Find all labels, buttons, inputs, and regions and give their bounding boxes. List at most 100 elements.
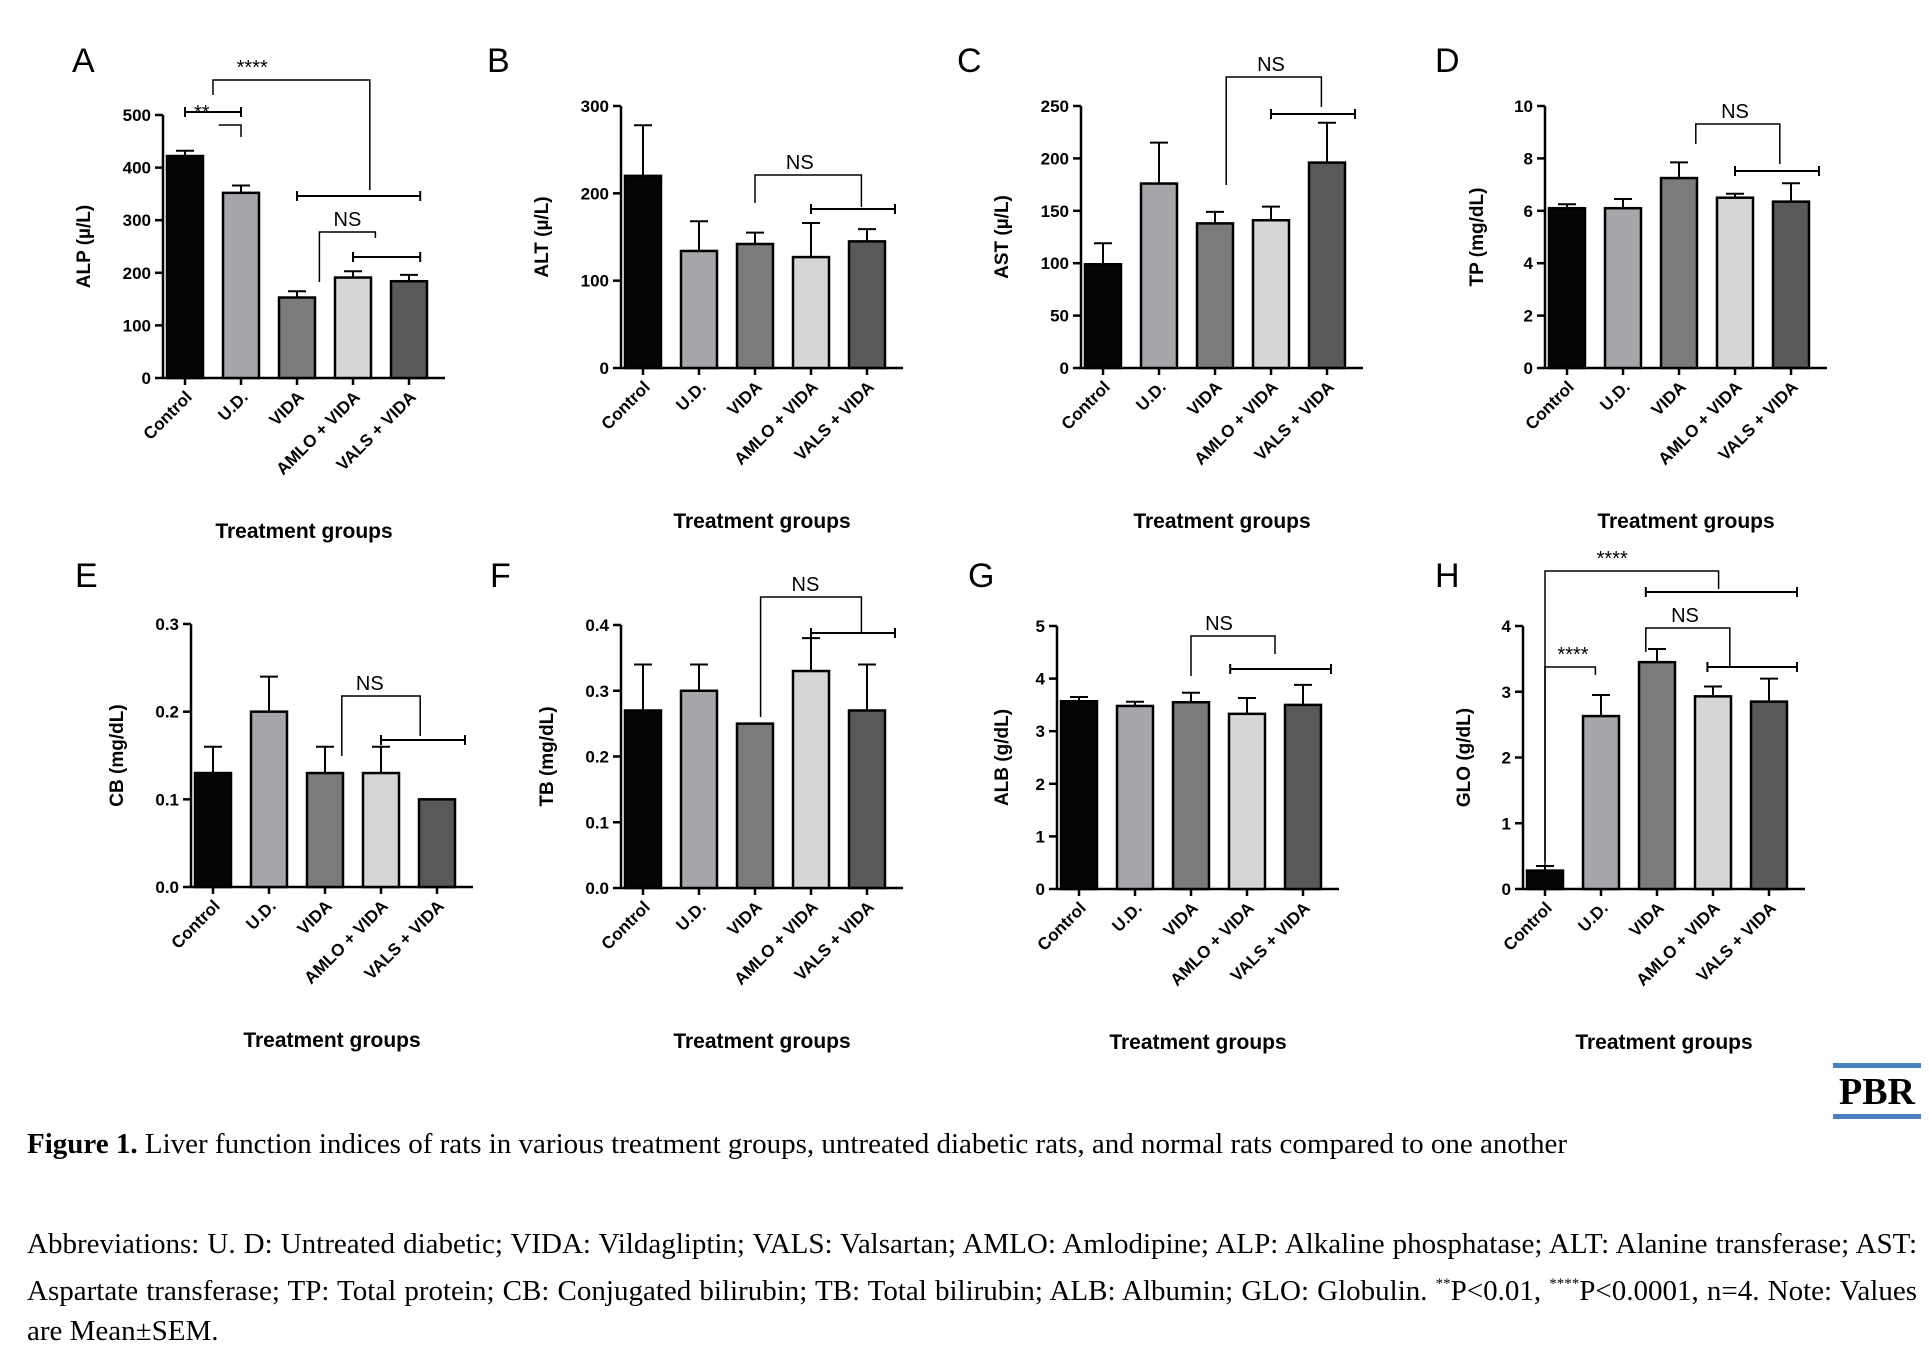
y-tick-label: 3 [1502, 683, 1511, 702]
y-tick-label: 8 [1524, 149, 1533, 168]
bar [1307, 161, 1347, 370]
logo-text: PBR [1833, 1072, 1921, 1119]
panel-letter: E [75, 557, 98, 595]
bar [1547, 206, 1587, 370]
x-tick-label: Control [598, 377, 654, 433]
x-tick-label: VIDA [1160, 898, 1202, 940]
x-tick-label: VIDA [724, 897, 766, 939]
y-tick-label: 0.0 [155, 878, 179, 897]
y-tick-label: 1 [1502, 814, 1511, 833]
y-tick-label: 2 [1036, 775, 1045, 794]
significance-label: NS [786, 152, 814, 174]
y-tick-label: 0 [1524, 359, 1533, 378]
bar [1227, 712, 1267, 891]
bar [1525, 869, 1565, 891]
bar [1693, 695, 1733, 891]
panel-letter: A [72, 42, 95, 80]
significance-bracket [218, 124, 242, 137]
y-axis-label: ALT (µ/L) [532, 196, 553, 277]
bar [1083, 262, 1123, 370]
significance-bracket [1695, 123, 1781, 164]
y-axis-label: CB (mg/dL) [107, 704, 128, 806]
bar [735, 242, 775, 370]
x-axis-label: Treatment groups [1597, 510, 1774, 533]
x-tick-label: U.D. [1132, 377, 1169, 414]
y-tick-label: 0.1 [585, 813, 609, 832]
panel-letter: D [1435, 42, 1460, 80]
y-tick-label: 200 [1041, 149, 1069, 168]
x-tick-label: VIDA [724, 377, 766, 419]
caption-label: Figure 1. [27, 1128, 138, 1160]
significance-label: **** [1597, 548, 1628, 570]
x-tick-label: U.D. [1596, 377, 1633, 414]
y-tick-label: 0 [1036, 880, 1045, 899]
significance-bracket [212, 79, 371, 190]
significance-label: NS [1671, 605, 1699, 627]
y-tick-label: 250 [1041, 97, 1069, 116]
bar [1659, 176, 1699, 370]
x-axis-label: Treatment groups [243, 1029, 420, 1052]
y-tick-label: 0.2 [585, 748, 609, 767]
panel-letter: H [1435, 557, 1460, 595]
x-tick-label: VIDA [1626, 898, 1668, 940]
sig-marker-1: ** [1435, 1276, 1451, 1292]
bar [221, 191, 261, 380]
x-axis-label: Treatment groups [1133, 510, 1310, 533]
bar [361, 771, 401, 889]
bar [1637, 660, 1677, 891]
chart-panel-e: E0.00.10.20.3CB (mg/dL)Control U.D. VIDAAM… [75, 557, 473, 1052]
y-tick-label: 100 [581, 272, 609, 291]
y-tick-label: 0 [1060, 359, 1069, 378]
y-tick-label: 0.0 [585, 879, 609, 898]
y-tick-label: 4 [1524, 254, 1534, 273]
y-tick-label: 400 [123, 159, 151, 178]
y-axis-label: AST (µ/L) [992, 195, 1013, 279]
chart-panel-c: C 0 50 100 150 200 250 AST (µ/L) Control U.D. VIDA… [957, 42, 1363, 533]
chart-panel-f: F 0.0 0.1 0.2 0.3 0.4 TB (mg/dL) Control U.D. VID… [490, 557, 903, 1053]
bar [417, 798, 457, 889]
x-tick-label: Control [1058, 377, 1114, 433]
bar [735, 722, 775, 890]
x-tick-label: Control [1034, 898, 1090, 954]
x-tick-label: U.D. [242, 896, 279, 933]
x-tick-label: U.D. [672, 897, 709, 934]
bar [623, 709, 663, 890]
significance-bracket [1225, 76, 1323, 185]
p-value-2: P<0.0001, n=4. Note: Values are Mean±SEM… [27, 1275, 1918, 1347]
logo-rule [1833, 1063, 1921, 1068]
y-axis-label: TB (mg/dL) [537, 706, 558, 806]
bar [1115, 704, 1155, 891]
y-tick-label: 500 [123, 106, 151, 125]
bar [277, 296, 317, 380]
bar [1283, 703, 1323, 891]
y-tick-label: 300 [581, 97, 609, 116]
bar [1603, 206, 1643, 370]
significance-bracket [1190, 635, 1276, 676]
y-tick-label: 0.4 [585, 616, 609, 635]
y-tick-label: 200 [581, 184, 609, 203]
x-axis-label: Treatment groups [1575, 1031, 1752, 1054]
x-tick-label: Control [1522, 377, 1578, 433]
bar [791, 669, 831, 890]
bar [847, 709, 887, 890]
significance-label: NS [1205, 613, 1233, 635]
significance-label: NS [792, 574, 820, 596]
x-tick-label: VIDA [266, 387, 308, 429]
y-tick-label: 5 [1036, 617, 1045, 636]
bar [1251, 218, 1291, 370]
y-tick-label: 4 [1502, 617, 1512, 636]
y-tick-label: 1 [1036, 827, 1045, 846]
significance-bracket [1544, 666, 1597, 867]
bar [679, 249, 719, 370]
x-tick-label: VIDA [1648, 377, 1690, 419]
x-tick-label: U.D. [1108, 898, 1145, 935]
y-tick-label: 100 [123, 316, 151, 335]
significance-bracket [759, 596, 863, 717]
bar [791, 255, 831, 370]
bar [249, 710, 289, 889]
x-tick-label: U.D. [214, 387, 251, 424]
